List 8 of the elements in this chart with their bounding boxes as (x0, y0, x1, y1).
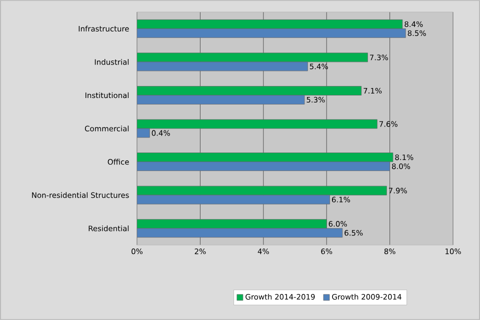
bar (137, 19, 403, 29)
bar (137, 219, 327, 229)
bar (137, 95, 305, 104)
bar (137, 152, 394, 162)
bar (137, 228, 343, 238)
bar (137, 162, 390, 171)
bar (137, 86, 362, 96)
bar (137, 28, 406, 38)
